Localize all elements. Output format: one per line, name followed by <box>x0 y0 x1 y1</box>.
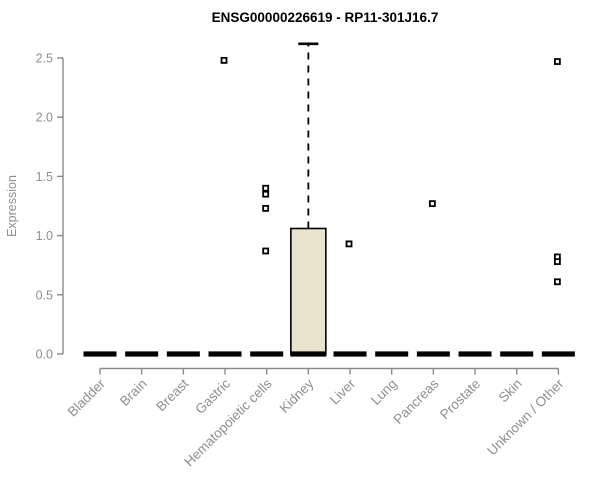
x-tick-label: Kidney <box>277 376 317 416</box>
y-tick-label: 0.5 <box>36 288 53 302</box>
x-tick-label: Skin <box>496 376 525 405</box>
outlier-point <box>262 204 270 212</box>
outlier-point <box>262 184 270 192</box>
median-bar <box>125 351 159 357</box>
outlier-point <box>553 258 561 266</box>
median-bar <box>250 351 284 357</box>
y-tick-label: 2.0 <box>36 111 53 125</box>
median-bar <box>416 351 450 357</box>
y-tick-label: 2.5 <box>36 52 53 66</box>
outlier-point <box>220 56 228 64</box>
y-tick-label: 0.0 <box>36 348 53 362</box>
y-axis-label: Expression <box>5 175 19 237</box>
median-bar <box>166 351 200 357</box>
median-bar <box>290 351 327 357</box>
x-tick-label: Unknown / Other <box>484 376 567 459</box>
outlier-point <box>345 240 353 248</box>
median-bar <box>83 351 117 357</box>
median-bar <box>541 351 575 357</box>
y-tick-label: 1.0 <box>36 229 53 243</box>
plot-area: 0.0 0.5 1.0 1.5 2.0 2.5 Bladder Brain Breast Gast… <box>36 42 575 469</box>
outlier-point <box>262 247 270 255</box>
box-kidney <box>290 227 327 355</box>
x-tick-label: Pancreas <box>391 376 442 427</box>
median-bar <box>333 351 367 357</box>
outlier-point <box>262 190 270 198</box>
x-tick-label: Lung <box>368 376 400 408</box>
median-bar <box>500 351 534 357</box>
x-tick-label: Bladder <box>65 376 109 420</box>
median-bar <box>375 351 409 357</box>
outlier-point <box>553 58 561 65</box>
outlier-point <box>553 278 561 286</box>
outlier-point <box>428 200 436 208</box>
x-tick-label: Prostate <box>437 376 483 422</box>
median-bar <box>458 351 492 357</box>
x-tick-label: Brain <box>117 376 150 409</box>
x-tick-label: Breast <box>153 376 191 414</box>
chart-title: ENSG00000226619 - RP11-301J16.7 <box>212 10 439 25</box>
y-tick-label: 1.5 <box>36 170 53 184</box>
median-bar <box>208 351 242 357</box>
x-tick-label: Liver <box>327 376 359 408</box>
x-tick-label: Gastric <box>192 376 233 417</box>
